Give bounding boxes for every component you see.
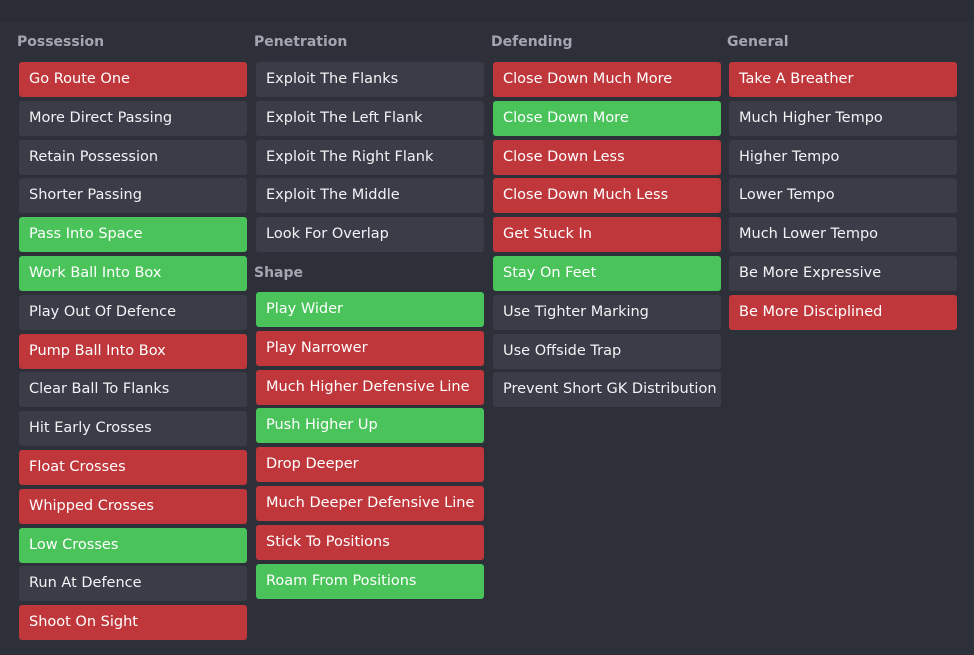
general-list: Take A Breather Much Higher Tempo Higher T… <box>727 62 957 330</box>
defending-instruction-button[interactable]: Get Stuck In <box>493 217 721 253</box>
shape-instruction-button[interactable]: Play Narrower <box>256 330 484 366</box>
possession-instruction-button[interactable]: Shoot On Sight <box>19 605 247 641</box>
column-possession: Possession Go Route One More Direct Passi… <box>17 22 247 644</box>
defending-instruction-button[interactable]: Stay On Feet <box>493 255 721 291</box>
section-title-general: General <box>727 34 789 50</box>
shape-instruction-button[interactable]: Stick To Positions <box>256 524 484 560</box>
defending-instruction-button[interactable]: Close Down More <box>493 100 721 136</box>
penetration-instruction-button[interactable]: Look For Overlap <box>256 217 484 253</box>
penetration-instruction-button[interactable]: Exploit The Middle <box>256 178 484 214</box>
general-instruction-button[interactable]: Much Lower Tempo <box>729 217 957 253</box>
defending-list: Close Down Much More Close Down More Close… <box>491 62 721 408</box>
penetration-instruction-button[interactable]: Exploit The Flanks <box>256 62 484 97</box>
shape-instruction-button[interactable]: Roam From Positions <box>256 563 484 599</box>
possession-instruction-button[interactable]: Low Crosses <box>19 527 247 563</box>
shape-instruction-button[interactable]: Push Higher Up <box>256 408 484 444</box>
possession-instruction-button[interactable]: Hit Early Crosses <box>19 411 247 447</box>
section-title-shape: Shape <box>254 264 304 281</box>
possession-instruction-button[interactable]: Retain Possession <box>19 139 247 175</box>
general-instruction-button[interactable]: Be More Expressive <box>729 255 957 291</box>
possession-instruction-button[interactable]: Work Ball Into Box <box>19 255 247 291</box>
section-title-possession: Possession <box>17 34 105 50</box>
possession-instruction-button[interactable]: Shorter Passing <box>19 178 247 214</box>
defending-instruction-button[interactable]: Prevent Short GK Distribution <box>493 372 721 408</box>
penetration-instruction-button[interactable]: Exploit The Left Flank <box>256 100 484 136</box>
section-title-penetration: Penetration <box>254 34 348 50</box>
possession-instruction-button[interactable]: Play Out Of Defence <box>19 294 247 330</box>
penetration-instruction-button[interactable]: Exploit The Right Flank <box>256 139 484 175</box>
possession-instruction-button[interactable]: Pass Into Space <box>19 217 247 253</box>
general-instruction-button[interactable]: Higher Tempo <box>729 139 957 175</box>
section-title-defending: Defending <box>491 34 573 50</box>
possession-instruction-button[interactable]: Run At Defence <box>19 566 247 602</box>
general-instruction-button[interactable]: Be More Disciplined <box>729 294 957 330</box>
defending-instruction-button[interactable]: Use Offside Trap <box>493 333 721 369</box>
shape-instruction-button[interactable]: Much Higher Defensive Line <box>256 369 484 405</box>
column-general: General Take A Breather Much Higher Tempo… <box>727 22 957 334</box>
general-instruction-button[interactable]: Take A Breather <box>729 62 957 97</box>
shape-instruction-button[interactable]: Drop Deeper <box>256 447 484 483</box>
shape-instruction-button[interactable]: Play Wider <box>256 291 484 327</box>
penetration-list: Exploit The Flanks Exploit The Left Flank… <box>254 62 484 253</box>
defending-instruction-button[interactable]: Close Down Less <box>493 139 721 175</box>
defending-instruction-button[interactable]: Close Down Much Less <box>493 178 721 214</box>
general-instruction-button[interactable]: Lower Tempo <box>729 178 957 214</box>
possession-instruction-button[interactable]: Float Crosses <box>19 449 247 485</box>
possession-list: Go Route One More Direct Passing Retain Po… <box>17 62 247 641</box>
defending-instruction-button[interactable]: Close Down Much More <box>493 62 721 97</box>
possession-instruction-button[interactable]: Go Route One <box>19 62 247 97</box>
possession-instruction-button[interactable]: Clear Ball To Flanks <box>19 372 247 408</box>
defending-instruction-button[interactable]: Use Tighter Marking <box>493 294 721 330</box>
general-instruction-button[interactable]: Much Higher Tempo <box>729 100 957 136</box>
possession-instruction-button[interactable]: Whipped Crosses <box>19 488 247 524</box>
possession-instruction-button[interactable]: Pump Ball Into Box <box>19 333 247 369</box>
shape-instruction-button[interactable]: Much Deeper Defensive Line <box>256 485 484 521</box>
column-penetration: Penetration Exploit The Flanks Exploit Th… <box>254 22 484 602</box>
possession-instruction-button[interactable]: More Direct Passing <box>19 100 247 136</box>
column-defending: Defending Close Down Much More Close Down… <box>491 22 721 411</box>
shape-list: Play Wider Play Narrower Much Higher Defen… <box>254 291 484 599</box>
